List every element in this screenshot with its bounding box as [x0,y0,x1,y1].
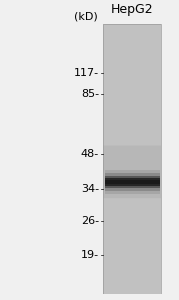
Text: 85-: 85- [81,89,99,99]
FancyBboxPatch shape [63,24,170,294]
FancyBboxPatch shape [105,170,160,194]
FancyBboxPatch shape [105,180,160,184]
FancyBboxPatch shape [105,173,160,191]
Text: 19-: 19- [81,250,99,260]
Text: 48-: 48- [81,148,99,159]
FancyBboxPatch shape [105,178,160,185]
Text: 34-: 34- [81,184,99,194]
Text: HepG2: HepG2 [111,3,154,16]
Text: (kD): (kD) [74,11,98,21]
FancyBboxPatch shape [105,176,160,188]
Text: 26-: 26- [81,216,99,226]
Text: 117-: 117- [74,68,99,78]
